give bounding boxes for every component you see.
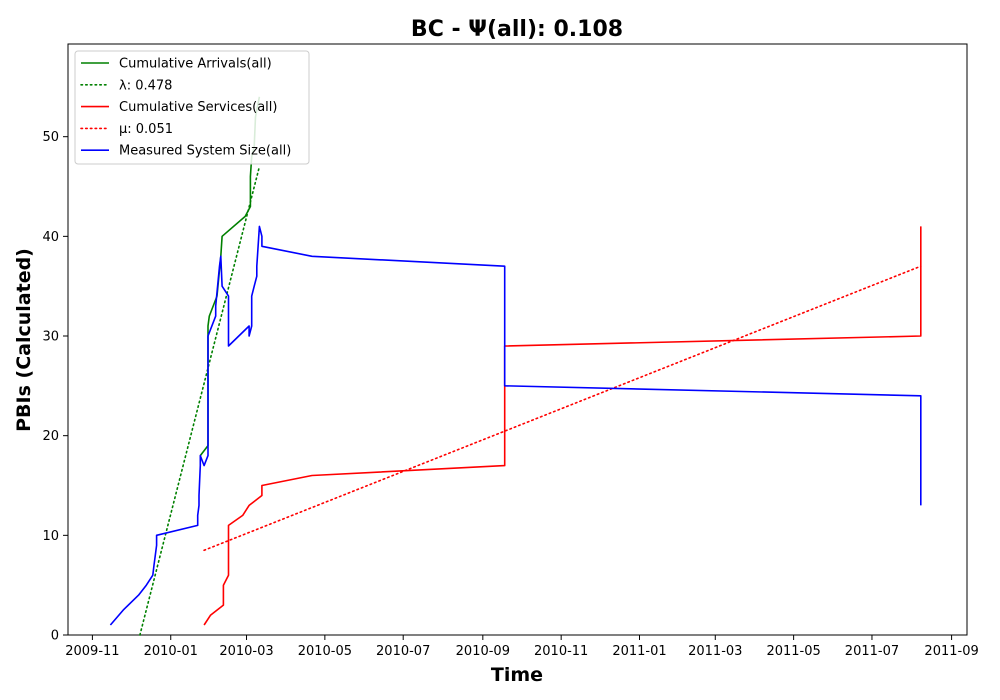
x-tick-label: 2011-07 (845, 644, 899, 659)
x-tick-label: 2009-11 (65, 644, 119, 659)
series-line (139, 165, 261, 636)
x-tick-label: 2011-01 (612, 644, 666, 659)
y-tick-label: 50 (42, 130, 59, 145)
y-axis: 0 10 20 30 40 50 (42, 130, 68, 644)
y-tick-label: 20 (42, 429, 59, 444)
x-tick-label: 2011-05 (766, 644, 820, 659)
x-axis: 2009-11 2010-01 2010-03 2010-05 2010-07 2010-… (65, 635, 979, 659)
series-line (109, 225, 922, 626)
legend: Cumulative Arrivals(all) λ: 0.478 Cumulati… (74, 50, 310, 165)
x-tick-label: 2011-03 (688, 644, 742, 659)
chart-title: BC - Ψ(all): 0.108 (411, 17, 623, 42)
x-tick-label: 2010-01 (144, 644, 198, 659)
legend-box (74, 50, 310, 165)
x-tick-label: 2010-03 (219, 644, 273, 659)
legend-entry-label: Measured System Size(all) (119, 144, 291, 159)
y-tick-label: 40 (42, 230, 59, 245)
series-line (203, 265, 922, 552)
y-tick-label: 10 (42, 529, 59, 544)
y-tick-label: 30 (42, 330, 59, 345)
y-axis-label: PBIs (Calculated) (13, 248, 35, 432)
x-tick-label: 2010-07 (376, 644, 430, 659)
y-tick-label: 0 (51, 629, 59, 644)
x-axis-label: Time (491, 664, 543, 686)
x-tick-label: 2010-09 (456, 644, 510, 659)
legend-entry-label: Cumulative Arrivals(all) (119, 57, 272, 72)
x-tick-label: 2011-09 (924, 644, 978, 659)
x-tick-label: 2010-05 (298, 644, 352, 659)
legend-entry-label: Cumulative Services(all) (119, 100, 277, 115)
x-tick-label: 2010-11 (534, 644, 588, 659)
legend-entry-label: λ: 0.478 (119, 78, 172, 93)
legend-entry-label: μ: 0.051 (119, 122, 173, 137)
